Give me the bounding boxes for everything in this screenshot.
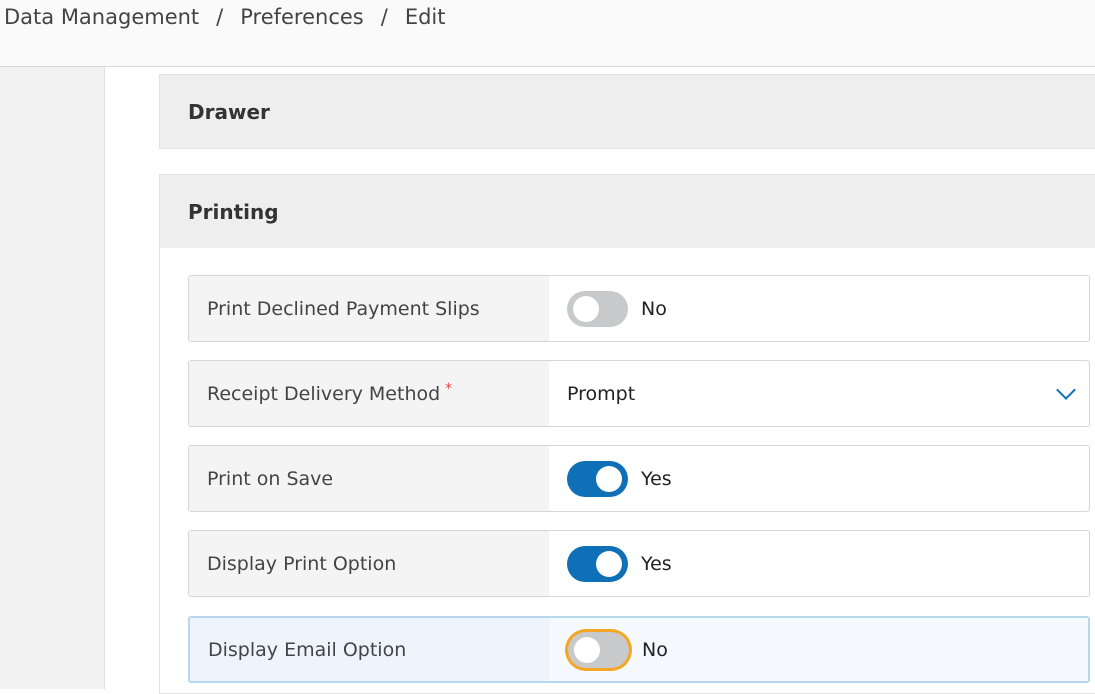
field-label: Display Email Option: [190, 618, 550, 681]
select-value: Prompt: [567, 382, 636, 405]
breadcrumb-preferences[interactable]: Preferences: [240, 5, 364, 29]
field-label: Receipt Delivery Method: [207, 382, 441, 405]
toggle-knob: [596, 465, 622, 492]
toggle-value: No: [641, 297, 667, 320]
required-marker: *: [445, 381, 453, 397]
row-print-declined-payment-slips: Print Declined Payment Slips No: [188, 275, 1090, 342]
top-header: Data Management / Preferences / Edit: [0, 0, 1095, 67]
toggle-knob: [573, 295, 599, 322]
row-receipt-delivery-method: Receipt Delivery Method * Prompt: [188, 360, 1090, 427]
breadcrumb-separator: /: [216, 5, 224, 29]
row-display-email-option: Display Email Option No: [188, 616, 1090, 683]
breadcrumb-data-management[interactable]: Data Management: [4, 5, 200, 29]
toggle-value: Yes: [641, 552, 672, 575]
drawer-section: Drawer: [159, 74, 1095, 149]
field-label: Print on Save: [189, 446, 549, 511]
chevron-down-icon[interactable]: [1056, 379, 1076, 400]
print-declined-toggle[interactable]: [567, 290, 628, 327]
display-print-option-toggle[interactable]: [567, 545, 628, 582]
toggle-knob: [596, 550, 622, 577]
toggle-value: Yes: [641, 467, 672, 490]
printing-section-header[interactable]: Printing: [160, 175, 1095, 248]
row-display-print-option: Display Print Option Yes: [188, 530, 1090, 597]
field-label: Print Declined Payment Slips: [189, 276, 549, 341]
display-email-option-toggle[interactable]: [568, 631, 629, 668]
breadcrumb-separator: /: [380, 5, 388, 29]
sidebar: [0, 67, 105, 689]
breadcrumb: Data Management / Preferences / Edit: [4, 5, 446, 29]
printing-section: Printing Print Declined Payment Slips No…: [159, 174, 1095, 694]
row-print-on-save: Print on Save Yes: [188, 445, 1090, 512]
drawer-section-header[interactable]: Drawer: [160, 75, 1095, 148]
field-label: Display Print Option: [189, 531, 549, 596]
toggle-value: No: [642, 638, 668, 661]
toggle-knob: [574, 636, 600, 663]
breadcrumb-edit: Edit: [404, 5, 446, 29]
print-on-save-toggle[interactable]: [567, 460, 628, 497]
receipt-delivery-select[interactable]: Prompt: [549, 361, 1089, 426]
